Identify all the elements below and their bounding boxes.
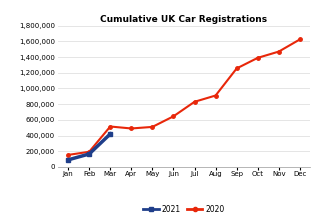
Legend: 2021, 2020: 2021, 2020 [140, 202, 228, 214]
Title: Cumulative UK Car Registrations: Cumulative UK Car Registrations [100, 15, 268, 24]
